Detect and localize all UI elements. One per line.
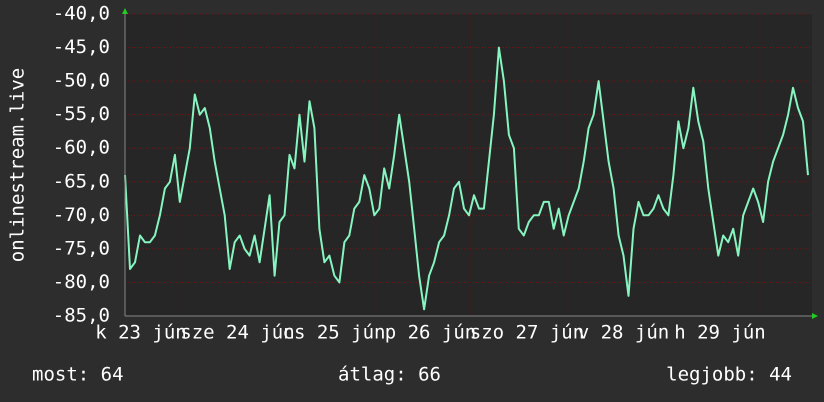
y-axis-arrow [122, 8, 128, 14]
x-axis-arrow [812, 313, 818, 319]
x-tick-label: h 29 jún [674, 322, 766, 344]
y-tick-label: -80,0 [53, 271, 110, 293]
y-tick-label: -60,0 [53, 137, 110, 159]
series-line [124, 46, 809, 311]
x-tick-label: szo 27 jún [470, 322, 584, 344]
x-tick-label: v 28 jún [578, 322, 670, 344]
y-tick-label: -40,0 [53, 3, 110, 25]
stat-current: most: 64 [32, 364, 124, 386]
y-tick-label: -85,0 [53, 305, 110, 327]
y-tick-label: -50,0 [53, 70, 110, 92]
y-tick-label: -45,0 [53, 36, 110, 58]
plot [124, 46, 809, 311]
y-tick-label: -65,0 [53, 170, 110, 192]
x-tick-label: k 23 jún [95, 322, 187, 344]
plot-area [125, 14, 812, 316]
stat-average: átlag: 66 [338, 364, 441, 386]
y-tick-label: -70,0 [53, 204, 110, 226]
y-tick-label: -75,0 [53, 237, 110, 259]
stat-best: legjobb: 44 [666, 364, 792, 386]
x-tick-label: cs 25 jún [283, 322, 386, 344]
x-tick-label: sze 24 jún [180, 322, 294, 344]
x-tick-label: p 26 jún [385, 322, 477, 344]
y-tick-label: -55,0 [53, 103, 110, 125]
y-axis-label: onlinestream.live [7, 68, 29, 262]
